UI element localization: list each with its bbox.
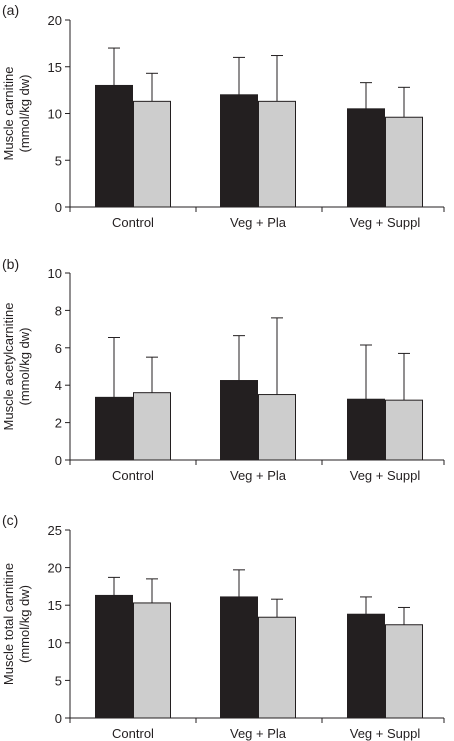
panel-label: (c) <box>2 512 18 528</box>
y-axis-unit: (mmol/kg dw) <box>17 585 32 663</box>
bar-series1 <box>347 398 385 461</box>
x-tick-label: Control <box>112 726 154 741</box>
x-tick-label: Veg + Suppl <box>350 726 421 741</box>
y-axis-title: Muscle carnitine <box>1 67 16 161</box>
y-tick-label: 0 <box>55 453 62 468</box>
x-tick-label: Veg + Pla <box>230 468 287 483</box>
y-tick-label: 15 <box>48 60 62 75</box>
y-tick-label: 10 <box>48 636 62 651</box>
bar-series2 <box>133 392 171 461</box>
bar-series1 <box>347 108 385 208</box>
y-tick-label: 10 <box>48 266 62 281</box>
bar-series2 <box>385 624 423 719</box>
y-tick-label: 25 <box>48 523 62 538</box>
bar-series1 <box>220 380 258 461</box>
x-tick-label: Control <box>112 468 154 483</box>
y-axis-title: Muscle total carnitine <box>1 563 16 685</box>
x-tick-label: Veg + Suppl <box>350 215 421 230</box>
bar-series2 <box>385 399 423 461</box>
chart-panel: (b) Muscle acetylcarnitine (mmol/kg dw) 0 2 4… <box>1 256 445 483</box>
bar-series2 <box>385 116 423 208</box>
bar-series1 <box>95 396 133 461</box>
y-tick-label: 10 <box>48 107 62 122</box>
x-tick-label: Veg + Pla <box>230 726 287 741</box>
y-axis-unit: (mmol/kg dw) <box>17 74 32 152</box>
y-tick-label: 8 <box>55 303 62 318</box>
x-tick-label: Veg + Suppl <box>350 468 421 483</box>
y-tick-label: 0 <box>55 711 62 726</box>
x-tick-label: Veg + Pla <box>230 215 287 230</box>
chart-panel: (c) Muscle total carnitine (mmol/kg dw) 0 5 1… <box>1 512 445 741</box>
y-tick-label: 20 <box>48 561 62 576</box>
bar-series1 <box>95 594 133 719</box>
y-tick-label: 5 <box>55 153 62 168</box>
y-tick-label: 20 <box>48 13 62 28</box>
x-tick-label: Control <box>112 215 154 230</box>
bar-series1 <box>347 613 385 719</box>
chart-panel: (a) Muscle carnitine (mmol/kg dw) 0 5 10 15 20 C… <box>1 2 445 230</box>
bar-series1 <box>220 596 258 719</box>
panel-label: (a) <box>2 2 19 18</box>
y-tick-label: 4 <box>55 378 62 393</box>
y-tick-label: 0 <box>55 200 62 215</box>
bar-series2 <box>258 616 296 719</box>
bar-series2 <box>258 394 296 461</box>
y-tick-label: 5 <box>55 673 62 688</box>
y-axis-unit: (mmol/kg dw) <box>17 327 32 405</box>
bar-series2 <box>133 602 171 719</box>
panel-label: (b) <box>2 256 19 272</box>
y-axis-title: Muscle acetylcarnitine <box>1 303 16 431</box>
y-tick-label: 15 <box>48 598 62 613</box>
y-tick-label: 2 <box>55 416 62 431</box>
bar-series2 <box>133 100 171 208</box>
y-tick-label: 6 <box>55 341 62 356</box>
bar-series1 <box>220 94 258 208</box>
bar-series2 <box>258 100 296 208</box>
bar-series1 <box>95 84 133 208</box>
